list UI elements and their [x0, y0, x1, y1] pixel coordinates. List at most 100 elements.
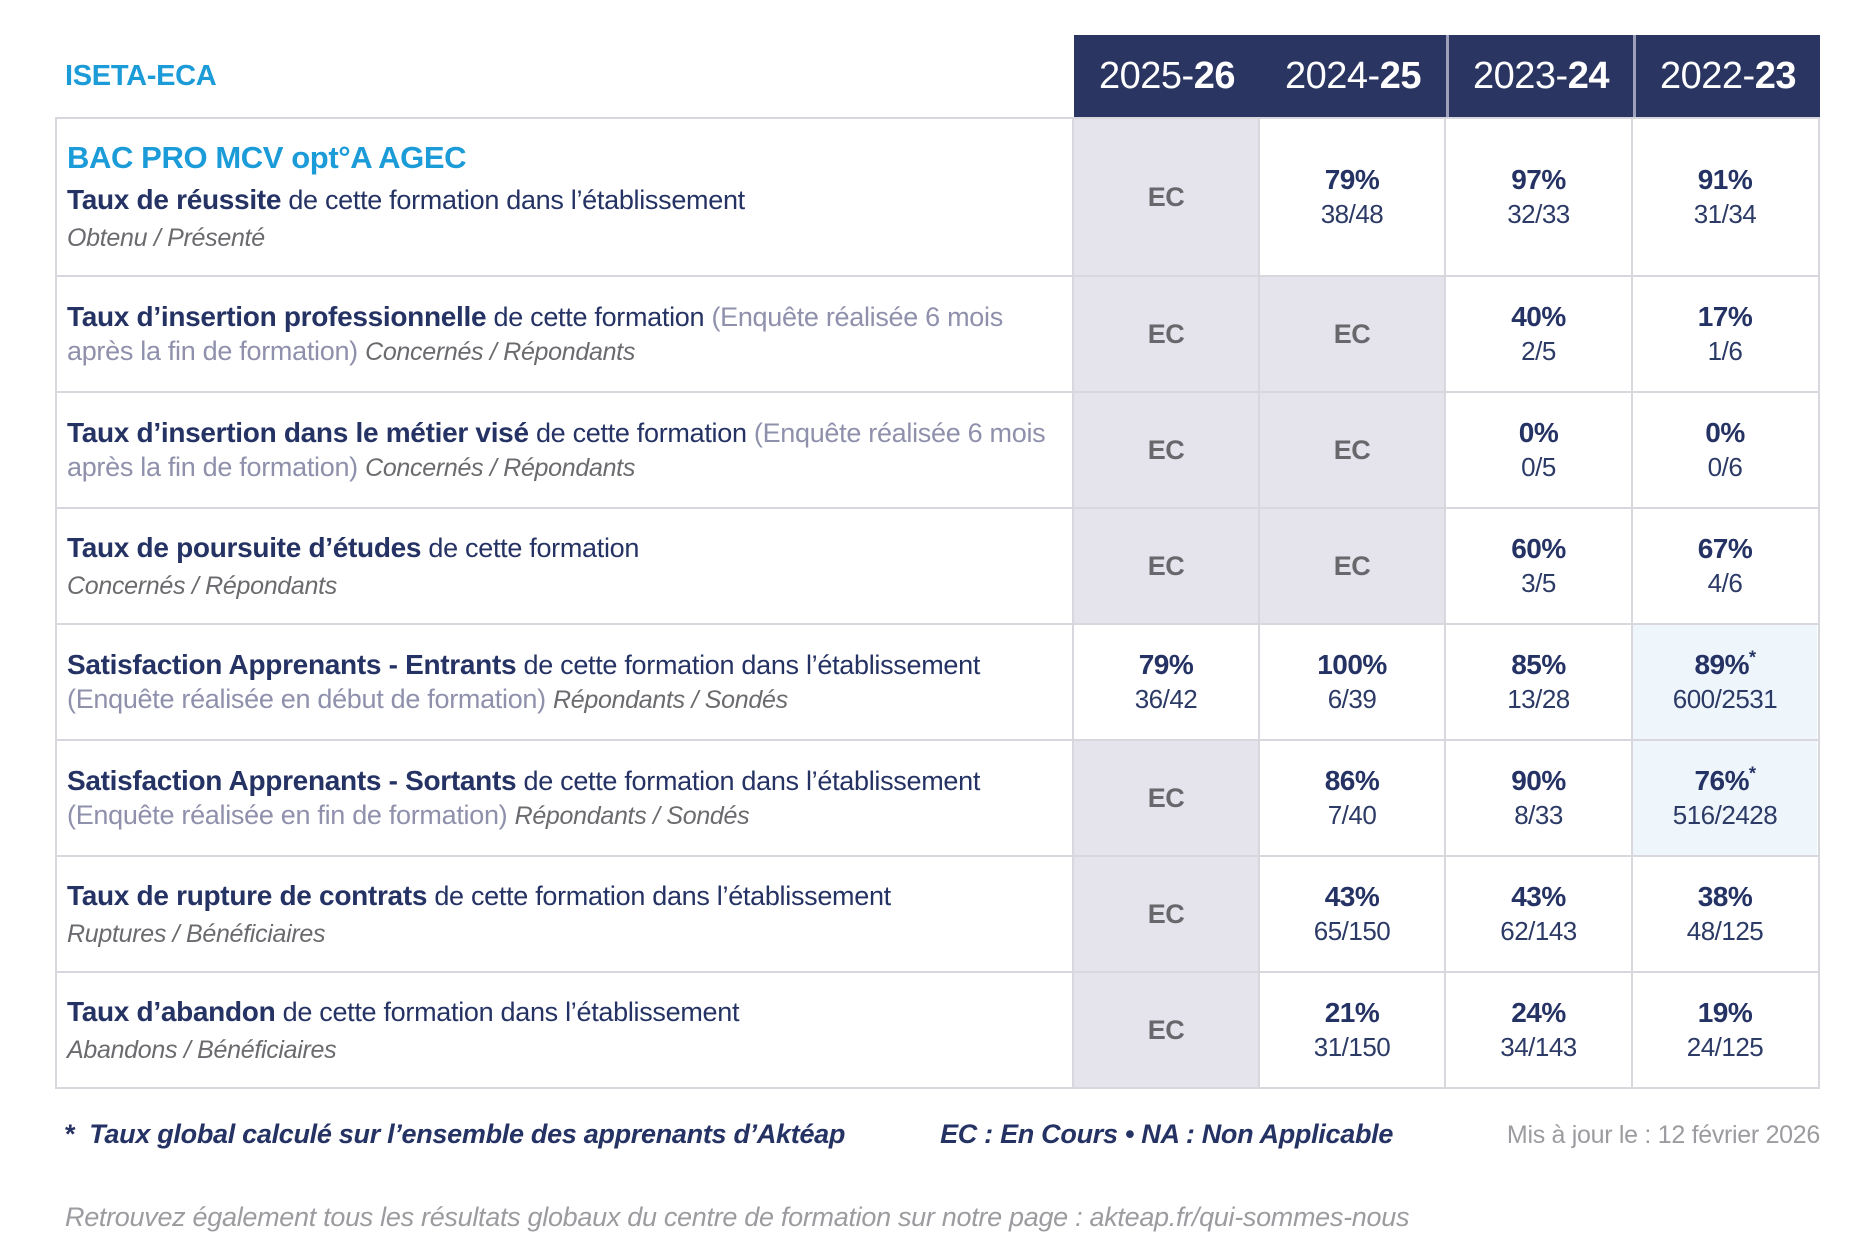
- table-cell: 17% 1/6: [1631, 277, 1817, 391]
- fraction: 516/2428: [1672, 800, 1778, 831]
- fraction: 0/5: [1521, 452, 1556, 483]
- ec-value: EC: [1147, 181, 1185, 212]
- fraction: 38/48: [1320, 199, 1384, 230]
- percentage: 19%: [1698, 997, 1753, 1029]
- asterisk: *: [65, 1119, 76, 1149]
- ec-value: EC: [1147, 550, 1185, 581]
- percentage-text: 24%: [1511, 996, 1566, 1028]
- row-label: Taux de rupture de contrats de cette for…: [57, 857, 1072, 971]
- percentage-text: 21%: [1324, 996, 1380, 1028]
- percentage: 0%: [1705, 417, 1745, 449]
- year-prefix: 2023-: [1473, 54, 1568, 97]
- percentage: 100%: [1317, 649, 1387, 681]
- program-title: BAC PRO MCV opt°A AGEC: [67, 139, 467, 175]
- fraction: 62/143: [1500, 916, 1577, 947]
- percentage: 0%: [1518, 416, 1559, 449]
- percentage-text: 86%: [1324, 764, 1380, 796]
- year-column-2022-23: 2022- 23: [1633, 35, 1820, 117]
- table-cell: EC: [1072, 393, 1258, 507]
- fraction: 6/39: [1327, 684, 1377, 715]
- row-label: Taux d’abandon de cette formation dans l…: [57, 973, 1072, 1087]
- fraction: 2/5: [1521, 336, 1556, 367]
- metric-subtitle: Concernés / Répondants: [365, 454, 636, 483]
- metric-title: Taux de poursuite d’études: [67, 531, 422, 563]
- percentage: 40%: [1511, 301, 1566, 333]
- percentage: 17%: [1698, 301, 1753, 333]
- metric-title: Satisfaction Apprenants - Sortants: [67, 765, 517, 797]
- table-cell: 67% 4/6: [1631, 509, 1817, 623]
- percentage-text: 79%: [1138, 648, 1194, 680]
- metric-desc: de cette formation: [493, 302, 705, 333]
- percentage-text: 67%: [1697, 532, 1753, 564]
- percentage-text: 76%: [1694, 764, 1750, 796]
- percentage: 86%: [1325, 765, 1380, 797]
- year-column-2024-25: 2024- 25: [1260, 35, 1446, 117]
- table-row: BAC PRO MCV opt°A AGEC Taux de réussite …: [57, 119, 1818, 275]
- table-cell: EC: [1072, 119, 1258, 275]
- ec-value: EC: [1147, 1014, 1185, 1045]
- metric-desc: de cette formation: [535, 418, 747, 449]
- fraction: 34/143: [1500, 1032, 1577, 1063]
- table-cell: 100% 6/39: [1258, 625, 1444, 739]
- percentage: 79%: [1139, 649, 1194, 681]
- year-prefix: 2025-: [1099, 54, 1194, 97]
- year-column-2023-24: 2023- 24: [1446, 35, 1633, 117]
- footnote-row: * Taux global calculé sur l’ensemble des …: [55, 1119, 1820, 1150]
- metric-desc: de cette formation dans l’établissement: [288, 184, 745, 215]
- metric-paren: (Enquête réalisée 6 mois après la fin de…: [67, 418, 1046, 483]
- table-cell: 97% 32/33: [1444, 119, 1631, 275]
- percentage-text: 89%: [1694, 648, 1750, 680]
- metric-title: Taux de réussite: [67, 183, 282, 215]
- metric-label: Satisfaction Apprenants - Sortants de ce…: [67, 763, 1046, 833]
- fraction: 13/28: [1507, 684, 1570, 715]
- year-column-2025-26: 2025- 26: [1074, 35, 1260, 117]
- table-cell: 85% 13/28: [1444, 625, 1631, 739]
- table-cell: 43% 65/150: [1258, 857, 1444, 971]
- table-cell: 19% 24/125: [1631, 973, 1817, 1087]
- percentage: 76%*: [1694, 764, 1756, 797]
- table-cell: EC: [1072, 973, 1258, 1087]
- table-row: Taux d’abandon de cette formation dans l…: [57, 971, 1818, 1087]
- metric-desc: de cette formation dans l’établissement: [282, 996, 740, 1027]
- footnote-text: Taux global calculé sur l’ensemble des a…: [89, 1119, 846, 1149]
- percentage: 90%: [1511, 765, 1566, 797]
- metric-label: Taux d’insertion professionnelle de cett…: [67, 299, 1046, 369]
- fraction: 4/6: [1707, 568, 1743, 599]
- metric-paren: (Enquête réalisée en début de formation): [67, 684, 546, 715]
- row-label: BAC PRO MCV opt°A AGEC Taux de réussite …: [57, 119, 1072, 275]
- footnote-global-rate: * Taux global calculé sur l’ensemble des …: [55, 1119, 845, 1150]
- metric-subtitle: Ruptures / Bénéficiaires: [67, 919, 326, 948]
- table-cell: 0% 0/6: [1631, 393, 1817, 507]
- percentage: 97%: [1511, 164, 1566, 196]
- percentage: 67%: [1698, 533, 1753, 565]
- percentage-text: 40%: [1511, 300, 1566, 332]
- table-cell: 21% 31/150: [1258, 973, 1444, 1087]
- percentage-text: 91%: [1697, 163, 1753, 195]
- table-cell: 40% 2/5: [1444, 277, 1631, 391]
- metric-subtitle: Répondants / Sondés: [553, 686, 788, 715]
- fraction: 31/150: [1313, 1032, 1391, 1063]
- metric-label: Taux de rupture de contrats de cette for…: [67, 878, 1046, 951]
- table-cell: 60% 3/5: [1444, 509, 1631, 623]
- metric-subtitle: Obtenu / Présenté: [67, 223, 265, 252]
- table-cell: 38% 48/125: [1631, 857, 1817, 971]
- fraction: 48/125: [1686, 916, 1764, 947]
- legend-abbreviations: EC : En Cours • NA : Non Applicable: [940, 1119, 1394, 1149]
- fraction: 32/33: [1507, 199, 1570, 230]
- table-cell: 24% 34/143: [1444, 973, 1631, 1087]
- row-label: Satisfaction Apprenants - Sortants de ce…: [57, 741, 1072, 855]
- percentage-text: 43%: [1324, 880, 1380, 912]
- percentage-text: 38%: [1697, 880, 1753, 912]
- metric-title: Satisfaction Apprenants - Entrants: [67, 649, 517, 681]
- metric-subtitle: Abandons / Bénéficiaires: [67, 1035, 337, 1064]
- fraction: 24/125: [1686, 1032, 1764, 1063]
- row-label: Satisfaction Apprenants - Entrants de ce…: [57, 625, 1072, 739]
- metric-subtitle: Répondants / Sondés: [514, 802, 750, 831]
- metric-paren: (Enquête réalisée en fin de formation): [67, 800, 508, 831]
- percentage-text: 0%: [1518, 416, 1559, 448]
- table-cell: 43% 62/143: [1444, 857, 1631, 971]
- fraction: 0/6: [1707, 452, 1743, 483]
- percentage-text: 17%: [1697, 300, 1753, 332]
- table-row: Taux de rupture de contrats de cette for…: [57, 855, 1818, 971]
